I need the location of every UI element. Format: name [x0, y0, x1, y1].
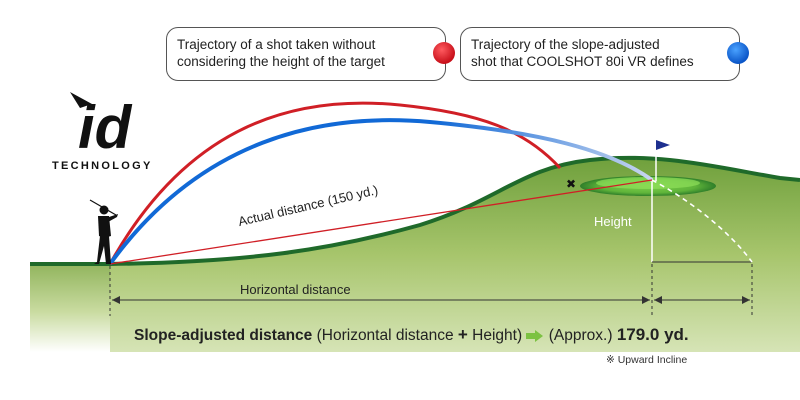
id-technology-logo: id: [70, 92, 133, 152]
formula-open: (Horizontal distance: [316, 327, 454, 344]
blue-trajectory-continuation: [651, 179, 753, 263]
fairway-edge: [30, 155, 800, 266]
blue-callout-text: Trajectory of the slope-adjusted shot th…: [471, 36, 694, 70]
height-distance-arrow-right: [742, 296, 750, 304]
logo-swoosh: [70, 92, 92, 108]
red-dot-icon: [433, 42, 455, 64]
formula-approx: (Approx.): [548, 327, 613, 344]
flag-icon: [656, 140, 670, 150]
golfer-silhouette: [89, 199, 118, 264]
red-callout-line1: Trajectory of a shot taken without: [177, 37, 376, 52]
blue-trajectory-callout: Trajectory of the slope-adjusted shot th…: [460, 27, 749, 81]
logo-mark: id: [78, 94, 133, 152]
formula-line: Slope-adjusted distance (Horizontal dist…: [134, 325, 689, 345]
blue-trajectory: [108, 118, 654, 266]
height-label: Height: [594, 214, 632, 229]
red-callout-text: Trajectory of a shot taken without consi…: [177, 36, 385, 70]
height-distance-arrow-left: [654, 296, 662, 304]
blue-dot-icon: [727, 42, 749, 64]
horizontal-distance-label: Horizontal distance: [240, 282, 351, 297]
arrow-right-icon: [526, 329, 544, 342]
putting-green-inner: [596, 177, 700, 189]
hill: [110, 157, 800, 352]
actual-distance-line: [109, 179, 653, 265]
horizontal-distance-arrow-left: [112, 296, 120, 304]
blue-callout-line2: shot that COOLSHOT 80i VR defines: [471, 54, 694, 69]
miss-mark-icon: ✖: [566, 177, 576, 191]
red-callout-line2: considering the height of the target: [177, 54, 385, 69]
horizontal-distance-arrow-right: [642, 296, 650, 304]
blue-callout-line1: Trajectory of the slope-adjusted: [471, 37, 660, 52]
formula-value: 179.0 yd.: [616, 325, 689, 344]
red-trajectory-callout: Trajectory of a shot taken without consi…: [166, 27, 455, 81]
logo-wordmark: TECHNOLOGY: [52, 160, 153, 172]
formula-close: Height): [472, 327, 523, 344]
incline-note: ※ Upward Incline: [606, 354, 688, 366]
formula-term: Slope-adjusted distance: [134, 327, 313, 344]
plus-icon: +: [457, 325, 468, 344]
